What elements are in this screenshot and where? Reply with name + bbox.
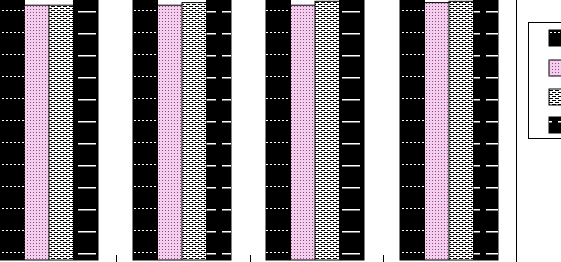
legend-swatch-pattern <box>549 30 561 46</box>
bar <box>265 0 291 261</box>
bar <box>339 0 365 261</box>
legend-swatch-pattern <box>549 117 561 133</box>
bar <box>424 2 450 261</box>
bar <box>132 0 158 261</box>
legend-swatch-pattern <box>549 60 561 76</box>
bar <box>73 0 99 261</box>
bar <box>48 4 74 261</box>
bar <box>448 0 474 261</box>
bar <box>473 0 499 261</box>
bar <box>399 0 425 261</box>
bar <box>181 2 207 261</box>
bar <box>0 0 25 261</box>
bar <box>157 4 183 261</box>
bar <box>314 0 340 261</box>
legend-swatch-pattern <box>549 89 561 105</box>
bar <box>206 0 232 261</box>
bar <box>290 4 316 261</box>
bar <box>24 4 50 261</box>
